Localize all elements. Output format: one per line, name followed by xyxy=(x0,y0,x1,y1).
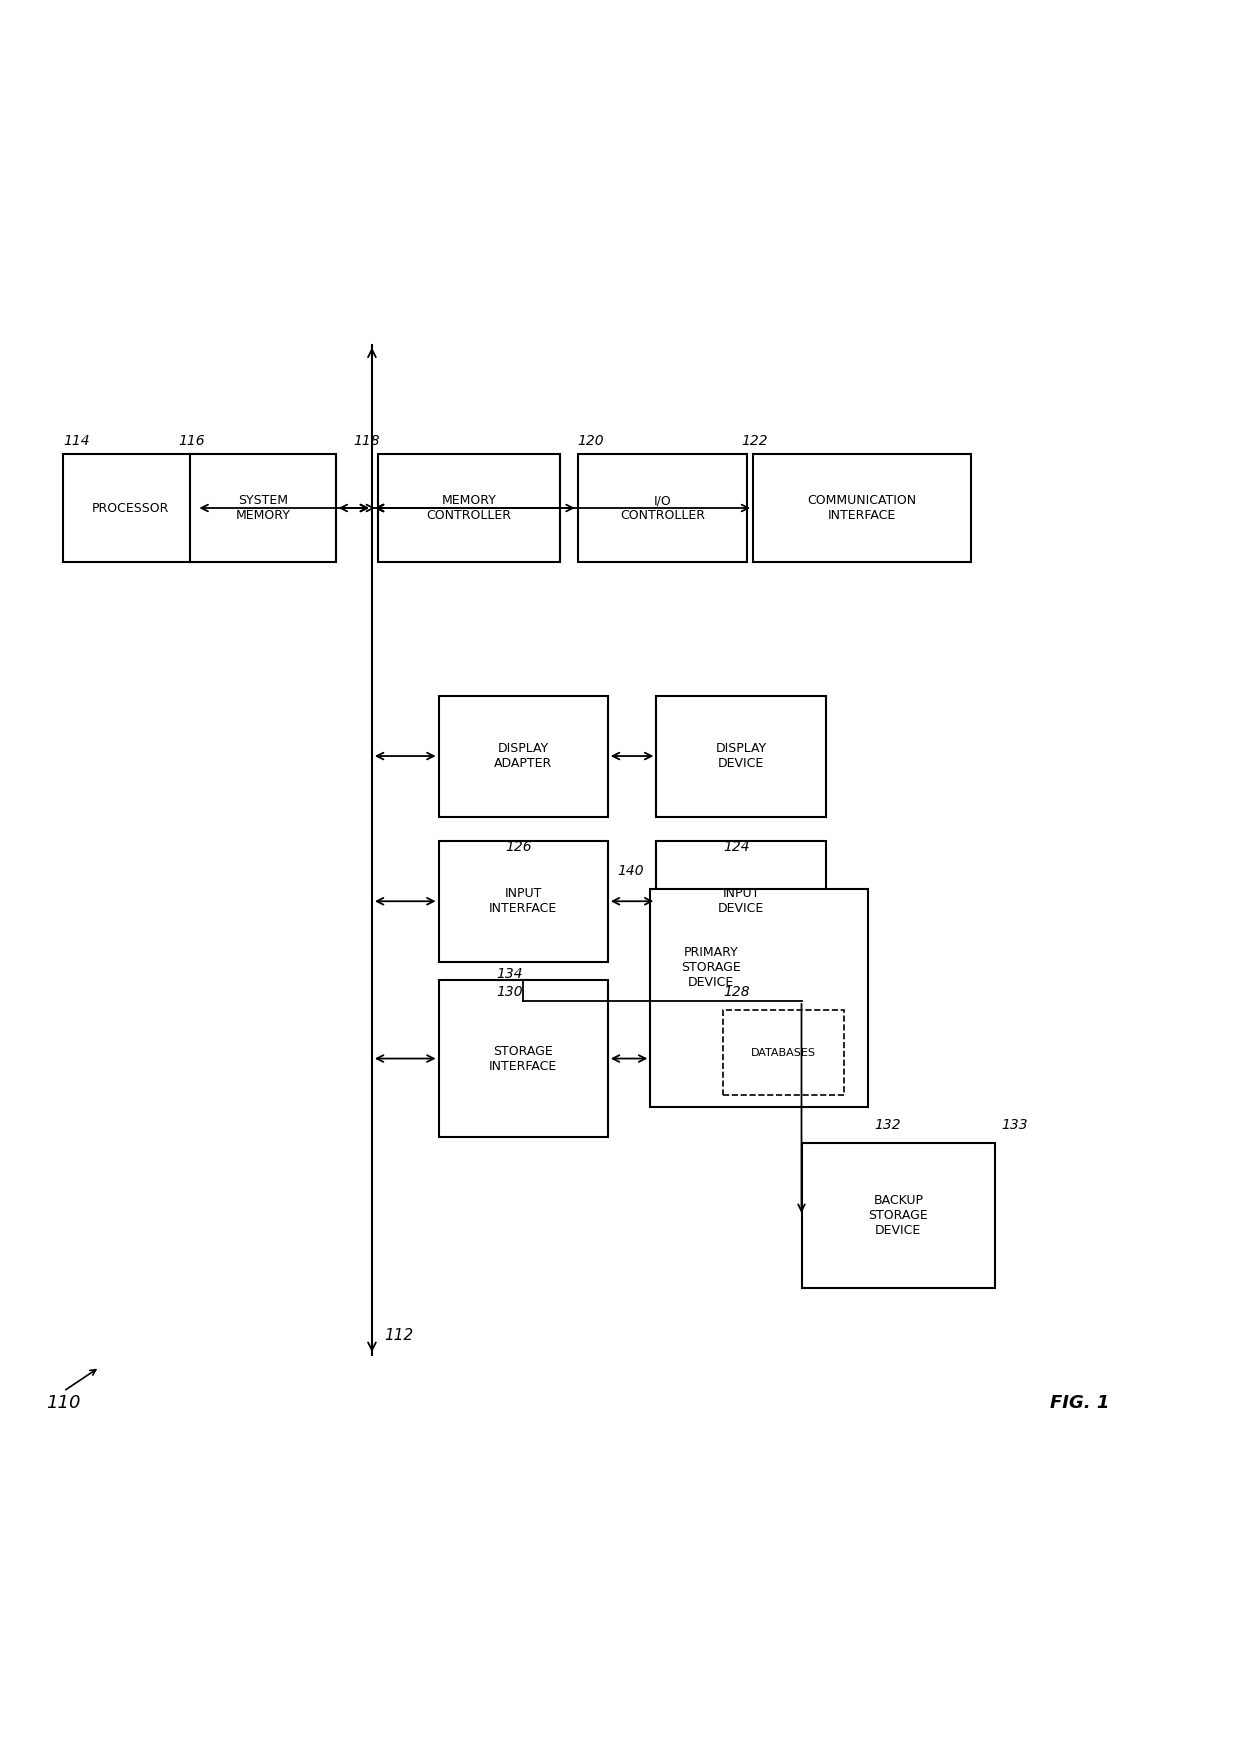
Bar xyxy=(656,841,826,962)
Text: 124: 124 xyxy=(723,840,749,854)
Bar xyxy=(753,453,971,563)
Text: 122: 122 xyxy=(742,434,768,448)
Text: 118: 118 xyxy=(353,434,381,448)
Text: DISPLAY
DEVICE: DISPLAY DEVICE xyxy=(715,742,766,770)
Text: PROCESSOR: PROCESSOR xyxy=(92,502,169,514)
Text: INPUT
INTERFACE: INPUT INTERFACE xyxy=(489,887,557,915)
Text: 120: 120 xyxy=(578,434,604,448)
Text: 134: 134 xyxy=(496,967,523,981)
Text: BACKUP
STORAGE
DEVICE: BACKUP STORAGE DEVICE xyxy=(868,1195,929,1237)
Bar xyxy=(650,888,868,1106)
Text: 140: 140 xyxy=(618,864,645,878)
Text: 133: 133 xyxy=(1001,1118,1028,1132)
Bar xyxy=(723,1010,844,1096)
Bar xyxy=(439,695,608,817)
Text: 126: 126 xyxy=(505,840,532,854)
Bar xyxy=(378,453,559,563)
Text: STORAGE
INTERFACE: STORAGE INTERFACE xyxy=(489,1045,557,1073)
Bar xyxy=(656,695,826,817)
Text: 110: 110 xyxy=(46,1394,81,1413)
Text: DATABASES: DATABASES xyxy=(751,1047,816,1057)
Bar xyxy=(439,981,608,1138)
Text: 114: 114 xyxy=(63,434,91,448)
Bar xyxy=(801,1143,994,1289)
Text: COMMUNICATION
INTERFACE: COMMUNICATION INTERFACE xyxy=(807,495,916,523)
Text: 116: 116 xyxy=(179,434,205,448)
Text: SYSTEM
MEMORY: SYSTEM MEMORY xyxy=(236,495,290,523)
Text: INPUT
DEVICE: INPUT DEVICE xyxy=(718,887,764,915)
Text: I/O
CONTROLLER: I/O CONTROLLER xyxy=(620,495,704,523)
Text: 112: 112 xyxy=(384,1327,413,1343)
Bar xyxy=(578,453,746,563)
Text: 128: 128 xyxy=(723,984,749,998)
Text: DISPLAY
ADAPTER: DISPLAY ADAPTER xyxy=(494,742,552,770)
Text: 130: 130 xyxy=(496,984,523,998)
Bar xyxy=(191,453,336,563)
Text: MEMORY
CONTROLLER: MEMORY CONTROLLER xyxy=(427,495,511,523)
Text: 132: 132 xyxy=(874,1118,900,1132)
Bar xyxy=(439,841,608,962)
Bar xyxy=(63,453,196,563)
Text: PRIMARY
STORAGE
DEVICE: PRIMARY STORAGE DEVICE xyxy=(681,946,740,989)
Text: FIG. 1: FIG. 1 xyxy=(1050,1394,1110,1413)
